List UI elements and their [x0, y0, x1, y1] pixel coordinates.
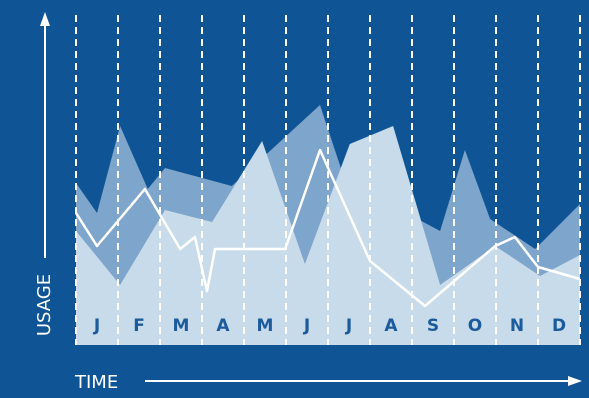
x-tick-label: J — [303, 316, 310, 336]
x-tick-label: J — [345, 316, 352, 336]
x-tick-label: D — [552, 316, 566, 336]
y-label-gap — [34, 258, 56, 348]
y-arrowhead — [40, 12, 50, 26]
x-tick-label: S — [427, 316, 439, 336]
y-axis-label: USAGE — [34, 274, 55, 336]
x-tick-label: F — [133, 316, 145, 336]
x-tick-label: J — [93, 316, 100, 336]
x-arrowhead — [568, 376, 582, 386]
x-tick-label: O — [468, 316, 482, 336]
x-tick-label: A — [216, 316, 230, 336]
x-axis-label: TIME — [74, 372, 118, 393]
x-tick-label: N — [510, 316, 524, 336]
x-tick-label: M — [257, 316, 274, 336]
x-tick-label: M — [173, 316, 190, 336]
x-tick-label: A — [384, 316, 398, 336]
